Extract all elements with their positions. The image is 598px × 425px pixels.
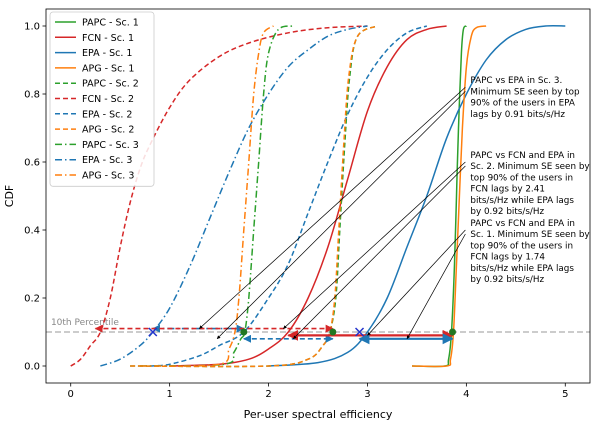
annotation-pointer bbox=[367, 229, 466, 336]
legend-entry: APG - Sc. 3 bbox=[55, 171, 134, 182]
series-line-3 bbox=[268, 24, 566, 367]
tick-layer: 0 1 2 3 4 5 0.0 0.2 0.4 0.6 0.8 1.0 bbox=[24, 22, 568, 401]
annotation-3: PAPC vs FCN and EPA in Sc. 1. Minimum SE … bbox=[367, 219, 590, 340]
series-line-4 bbox=[411, 25, 487, 368]
dot-marker-2 bbox=[240, 328, 248, 336]
y-tick-label: 0.0 bbox=[24, 362, 40, 373]
legend-entry: EPA - Sc. 2 bbox=[55, 109, 132, 120]
series-line-2 bbox=[169, 25, 447, 367]
legend-entry: PAPC - Sc. 2 bbox=[55, 79, 139, 90]
svg-text:PAPC - Sc. 1: PAPC - Sc. 1 bbox=[82, 18, 139, 29]
series-line-10 bbox=[100, 25, 368, 367]
annotation-text: PAPC vs FCN and EPA in Sc. 1. Minimum SE … bbox=[470, 219, 589, 285]
y-tick-label: 1.0 bbox=[24, 22, 40, 33]
legend-entry: APG - Sc. 1 bbox=[55, 63, 134, 74]
annotation-2: PAPC vs FCN and EPA in Sc. 2. Minimum SE … bbox=[283, 151, 590, 340]
legend-entry: FCN - Sc. 2 bbox=[55, 94, 134, 105]
y-axis-label: CDF bbox=[3, 185, 16, 207]
annotation-pointer bbox=[283, 161, 466, 329]
annotation-layer: PAPC vs EPA in Sc. 3. Minimum SE seen by … bbox=[199, 76, 590, 340]
x-tick-label: 3 bbox=[364, 389, 370, 400]
x-axis-label: Per-user spectral efficiency bbox=[244, 408, 393, 421]
gap-arrow-layer bbox=[94, 324, 454, 345]
legend-entry: PAPC - Sc. 3 bbox=[55, 140, 139, 151]
x-tick-label: 1 bbox=[166, 389, 172, 400]
annotation-pointer bbox=[293, 165, 466, 340]
svg-text:PAPC - Sc. 3: PAPC - Sc. 3 bbox=[82, 140, 139, 151]
dot-marker-5 bbox=[449, 328, 457, 336]
x-tick-label: 4 bbox=[463, 389, 469, 400]
x-tick-label: 0 bbox=[68, 389, 74, 400]
svg-text:FCN - Sc. 2: FCN - Sc. 2 bbox=[82, 94, 134, 105]
legend-entry: EPA - Sc. 1 bbox=[55, 48, 132, 59]
legend-box bbox=[49, 11, 155, 187]
annotation-1: PAPC vs EPA in Sc. 3. Minimum SE seen by … bbox=[199, 76, 580, 340]
legend-entry: FCN - Sc. 1 bbox=[55, 33, 134, 44]
annotation-pointer bbox=[199, 86, 466, 329]
svg-text:FCN - Sc. 1: FCN - Sc. 1 bbox=[82, 33, 134, 44]
axes-frame bbox=[45, 8, 591, 384]
y-tick-label: 0.2 bbox=[24, 294, 40, 305]
legend-entry: PAPC - Sc. 1 bbox=[55, 18, 139, 29]
svg-text:APG - Sc. 1: APG - Sc. 1 bbox=[82, 63, 134, 74]
svg-text:PAPC - Sc. 2: PAPC - Sc. 2 bbox=[82, 79, 139, 90]
series-line-5 bbox=[130, 25, 378, 368]
annotation-text: PAPC vs FCN and EPA in Sc. 2. Minimum SE … bbox=[470, 151, 589, 217]
series-line-8 bbox=[130, 25, 378, 368]
annotation-pointer bbox=[406, 233, 466, 340]
x-marker-1 bbox=[148, 327, 158, 337]
legend-entry: APG - Sc. 2 bbox=[55, 125, 134, 136]
svg-text:APG - Sc. 2: APG - Sc. 2 bbox=[82, 125, 134, 136]
reference-line-label: 10th Percentile bbox=[51, 318, 119, 328]
x-tick-label: 5 bbox=[562, 389, 568, 400]
dot-marker-3 bbox=[329, 328, 337, 336]
legend-entry: EPA - Sc. 3 bbox=[55, 155, 132, 166]
series-line-9 bbox=[139, 25, 294, 367]
annotation-text: PAPC vs EPA in Sc. 3. Minimum SE seen by … bbox=[470, 76, 580, 120]
series-line-1 bbox=[411, 25, 467, 368]
series-line-11 bbox=[139, 25, 274, 367]
y-tick-label: 0.6 bbox=[24, 158, 40, 169]
svg-text:EPA - Sc. 3: EPA - Sc. 3 bbox=[82, 155, 132, 166]
reference-line-layer: 10th Percentile bbox=[46, 318, 590, 333]
x-tick-label: 2 bbox=[265, 389, 271, 400]
y-tick-label: 0.4 bbox=[24, 226, 40, 237]
series-line-7 bbox=[149, 25, 428, 367]
svg-text:EPA - Sc. 1: EPA - Sc. 1 bbox=[82, 48, 132, 59]
marker-layer bbox=[148, 327, 457, 337]
legend: PAPC - Sc. 1 FCN - Sc. 1 EPA - Sc. 1 APG - … bbox=[49, 11, 155, 187]
annotation-pointer bbox=[216, 90, 466, 340]
svg-text:EPA - Sc. 2: EPA - Sc. 2 bbox=[82, 109, 132, 120]
x-marker-4 bbox=[355, 327, 365, 337]
svg-text:APG - Sc. 3: APG - Sc. 3 bbox=[82, 171, 134, 182]
y-tick-label: 0.8 bbox=[24, 90, 40, 101]
